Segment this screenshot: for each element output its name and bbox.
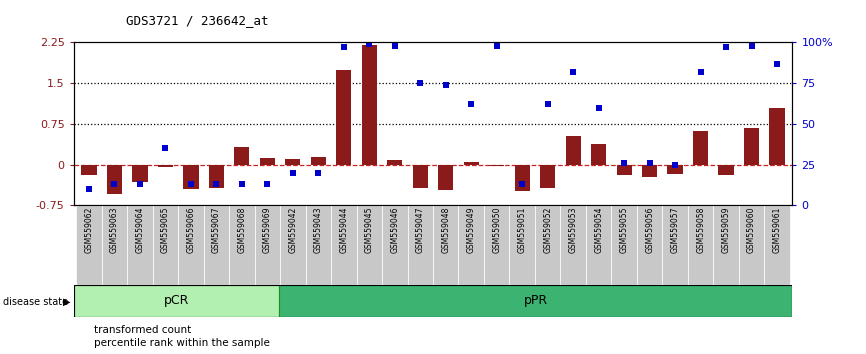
Text: GSM559063: GSM559063 [110,207,119,253]
Bar [107,165,122,194]
Text: GSM559045: GSM559045 [365,207,374,253]
Text: GSM559066: GSM559066 [186,207,196,253]
Bar [662,205,688,285]
Text: GSM559051: GSM559051 [518,207,527,253]
Text: pCR: pCR [164,295,189,307]
Text: percentile rank within the sample: percentile rank within the sample [94,338,269,348]
Bar [408,205,433,285]
Bar [438,165,454,190]
Bar [387,160,403,165]
Bar [540,165,555,188]
Text: GSM559061: GSM559061 [772,207,782,253]
Bar [739,205,765,285]
Bar [458,205,484,285]
Bar [132,165,147,182]
Bar [336,70,352,165]
Bar [158,165,173,167]
Bar [260,158,275,165]
Text: GSM559059: GSM559059 [721,207,731,253]
Bar [668,165,682,175]
Bar [719,165,734,176]
Bar [463,162,479,165]
Text: GSM559049: GSM559049 [467,207,475,253]
Bar [565,136,581,165]
Text: transformed count: transformed count [94,325,191,335]
Bar [204,205,229,285]
Bar [560,205,586,285]
Bar [535,205,560,285]
Text: GSM559044: GSM559044 [339,207,348,253]
Bar [229,205,255,285]
Bar [306,205,331,285]
Bar [362,45,377,165]
Bar [484,205,509,285]
Bar [637,205,662,285]
Text: GSM559047: GSM559047 [416,207,424,253]
Bar [76,205,101,285]
Text: GSM559065: GSM559065 [161,207,170,253]
Bar [611,205,637,285]
Bar [744,128,759,165]
Text: GSM559069: GSM559069 [262,207,272,253]
Text: GDS3721 / 236642_at: GDS3721 / 236642_at [126,14,268,27]
Text: GSM559054: GSM559054 [594,207,604,253]
Text: GSM559046: GSM559046 [391,207,399,253]
Bar [279,285,792,317]
Text: GSM559042: GSM559042 [288,207,297,253]
Bar [642,165,657,177]
Bar [331,205,357,285]
Bar [714,205,739,285]
Text: GSM559062: GSM559062 [84,207,94,253]
Bar [412,165,428,188]
Bar [127,205,152,285]
Text: GSM559068: GSM559068 [237,207,246,253]
Bar [209,165,224,188]
Bar [280,205,306,285]
Text: GSM559050: GSM559050 [492,207,501,253]
Text: GSM559043: GSM559043 [313,207,323,253]
Text: GSM559055: GSM559055 [620,207,629,253]
Bar [184,165,198,189]
Bar [688,205,714,285]
Bar [81,165,96,176]
Bar [311,157,326,165]
Bar [693,131,708,165]
Bar [357,205,382,285]
Bar [255,205,280,285]
Text: GSM559057: GSM559057 [670,207,680,253]
Text: GSM559052: GSM559052 [543,207,553,253]
Text: GSM559067: GSM559067 [212,207,221,253]
Bar [591,144,606,165]
Text: GSM559056: GSM559056 [645,207,654,253]
Text: GSM559064: GSM559064 [135,207,145,253]
Bar [101,205,127,285]
Text: GSM559060: GSM559060 [747,207,756,253]
Bar [285,159,301,165]
Text: disease state: disease state [3,297,68,307]
Bar [765,205,790,285]
Text: GSM559048: GSM559048 [442,207,450,253]
Bar [489,165,504,166]
Bar [617,165,632,176]
Bar [586,205,611,285]
Bar [514,165,530,191]
Text: GSM559053: GSM559053 [569,207,578,253]
Text: pPR: pPR [524,295,548,307]
Text: ▶: ▶ [63,297,71,307]
Bar [382,205,408,285]
Bar [152,205,178,285]
Bar [234,147,249,165]
Bar [178,205,204,285]
Bar [74,285,279,317]
Bar [433,205,458,285]
Text: GSM559058: GSM559058 [696,207,705,253]
Bar [770,108,785,165]
Bar [509,205,535,285]
